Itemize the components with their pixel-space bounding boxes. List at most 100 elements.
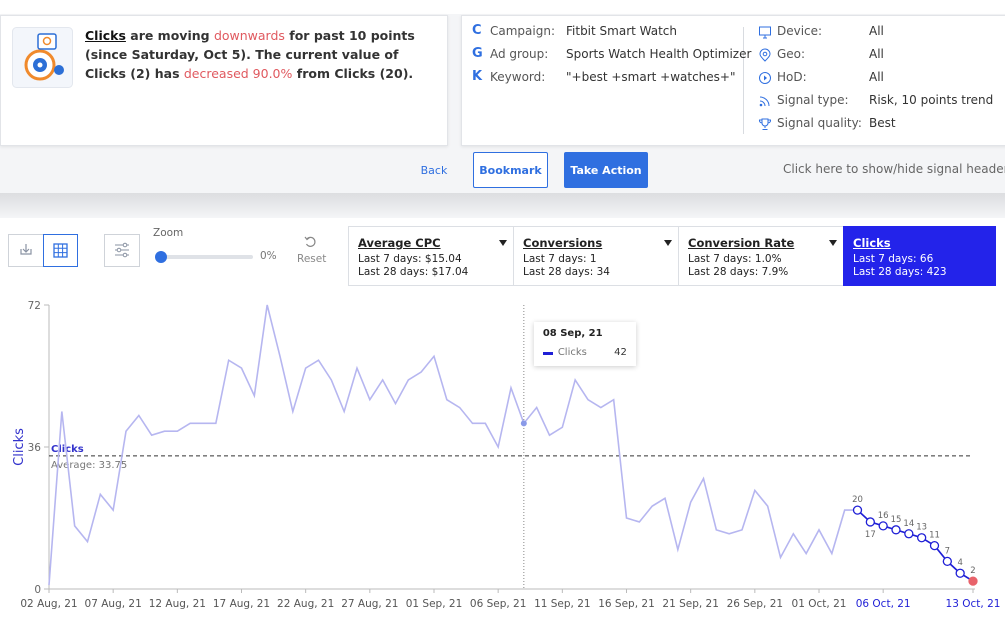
metric-name: Clicks (853, 236, 891, 250)
reset-icon[interactable] (303, 234, 318, 249)
detail-label: Keyword: (490, 70, 546, 84)
download-button[interactable] (8, 234, 44, 267)
dropdown-arrow[interactable] (499, 240, 507, 246)
attribute-icon (759, 26, 771, 39)
detail-value: "+best +smart +watches+" (566, 70, 736, 84)
trend-point (904, 529, 914, 539)
x-tick-label: 13 Oct, 21 (946, 598, 1001, 610)
attribute-value: All (869, 24, 884, 38)
icon-part (759, 48, 771, 62)
icon-part (54, 244, 67, 257)
icon-part (764, 75, 767, 81)
icon-part (122, 252, 128, 258)
dropdown-arrow[interactable] (829, 240, 837, 246)
trend-value-label: 17 (865, 530, 876, 540)
icon-part (53, 243, 68, 258)
average-label: Average: 33.75 (51, 460, 127, 471)
y-tick-label: 0 (34, 584, 41, 596)
toggle-header-link[interactable]: Click here to show/hide signal header (783, 162, 1005, 176)
detail-icon: K (472, 69, 483, 84)
icon-part (759, 72, 771, 84)
trend-value-label: 13 (916, 523, 927, 533)
attribute-icon (759, 48, 771, 62)
bookmark-button[interactable]: Bookmark (473, 152, 548, 188)
trend-point (852, 505, 863, 515)
x-tick-label: 27 Aug, 21 (341, 598, 398, 610)
metric-name: Conversions (523, 236, 603, 250)
x-tick-label: 07 Aug, 21 (85, 598, 142, 610)
metric-last-7: Last 7 days: $15.04 (358, 253, 462, 265)
trend-point (865, 517, 875, 527)
trend-point (929, 540, 940, 551)
attribute-value: Risk, 10 points trend (869, 93, 994, 107)
message-segment: downwards (213, 28, 285, 43)
filter-button[interactable] (104, 234, 140, 267)
zoom-knob[interactable] (155, 251, 167, 263)
trend-point (878, 521, 888, 531)
attribute-label: Signal type: (777, 93, 849, 107)
x-tick-label: 12 Aug, 21 (149, 598, 206, 610)
metric-card[interactable]: Conversions Last 7 days: 1 Last 28 days: 3… (513, 226, 679, 286)
x-tick-label: 17 Aug, 21 (213, 598, 270, 610)
x-tick-label: 02 Aug, 21 (20, 598, 77, 610)
detail-icon: G (472, 46, 483, 61)
trend-point (917, 533, 927, 543)
metric-last-7: Last 7 days: 1 (523, 253, 597, 265)
x-tick-label: 11 Sep, 21 (534, 598, 591, 610)
filter-icon (115, 242, 129, 258)
y-axis-label: Clicks (12, 428, 27, 466)
x-tick-label: 16 Sep, 21 (598, 598, 655, 610)
table-view-button[interactable] (43, 234, 78, 267)
download-icon (20, 244, 32, 255)
reset-button[interactable]: Reset (297, 253, 327, 265)
dropdown-arrow[interactable] (664, 240, 672, 246)
icon-part (664, 240, 672, 246)
back-button[interactable]: Back (420, 163, 448, 177)
detail-icon: C (472, 23, 482, 38)
trend-value-label: 4 (957, 558, 962, 568)
divider (743, 27, 744, 134)
icon-part (762, 51, 768, 57)
signal-message: Clicks are moving downwards for past 10 … (85, 26, 440, 83)
icon-part (20, 244, 32, 255)
zoom-value: 0% (260, 250, 277, 262)
trend-value-label: 11 (929, 531, 940, 541)
shadow-band (0, 193, 1005, 218)
icon-part (758, 118, 772, 130)
metric-card[interactable]: Clicks Last 7 days: 66 Last 28 days: 423 (843, 226, 996, 286)
attribute-value: Best (869, 116, 896, 130)
trend-value-label: 2 (970, 566, 975, 576)
tooltip: 08 Sep, 21 Clicks 42 (533, 322, 636, 366)
metric-card[interactable]: Conversion Rate Last 7 days: 1.0% Last 28 … (678, 226, 844, 286)
y-tick-label: 72 (28, 300, 41, 312)
metric-name: Average CPC (358, 236, 441, 250)
attribute-value: All (869, 70, 884, 84)
signal-summary-card: Clicks are moving downwards for past 10 … (0, 15, 448, 146)
detail-label: Campaign: (490, 24, 555, 38)
zoom-label: Zoom (153, 227, 184, 239)
trend-line (856, 509, 974, 582)
attribute-icon (758, 118, 772, 130)
icon-coin (54, 65, 64, 75)
y-tick-label: 36 (28, 442, 42, 454)
icon-part (759, 103, 763, 107)
attribute-label: HoD: (777, 70, 807, 84)
attribute-icon (759, 72, 771, 84)
trend-point (942, 556, 952, 567)
message-segment: from Clicks (20). (292, 66, 414, 81)
attribute-icon (759, 96, 770, 107)
series-line (48, 304, 974, 586)
x-tick-label: 06 Oct, 21 (856, 598, 911, 610)
icon-target (37, 62, 43, 68)
take-action-button[interactable]: Take Action (564, 152, 648, 188)
icon-lens (42, 36, 52, 46)
zoom-slider[interactable] (160, 255, 253, 259)
icon-part (116, 247, 122, 253)
metric-last-28: Last 28 days: $17.04 (358, 266, 469, 278)
icon-part (759, 26, 771, 36)
hover-point (520, 420, 527, 427)
tooltip-swatch (542, 352, 553, 355)
message-segment: Clicks (85, 28, 126, 43)
metric-last-28: Last 28 days: 34 (523, 266, 610, 278)
metric-card[interactable]: Average CPC Last 7 days: $15.04 Last 28 da… (348, 226, 514, 286)
